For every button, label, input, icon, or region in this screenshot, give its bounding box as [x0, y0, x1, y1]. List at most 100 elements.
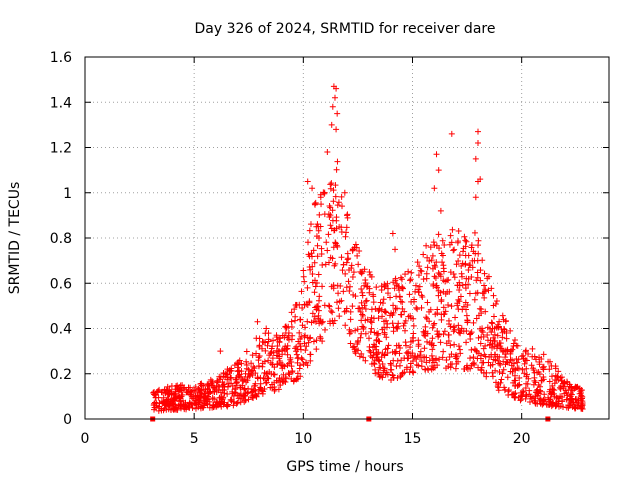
data-point	[329, 103, 336, 110]
data-point	[556, 384, 563, 391]
data-point	[548, 362, 555, 369]
data-point	[373, 330, 380, 337]
data-point	[473, 347, 480, 354]
data-point	[318, 250, 325, 257]
data-point	[417, 354, 424, 361]
data-point	[462, 252, 469, 259]
data-point	[306, 227, 313, 234]
data-point	[455, 296, 462, 303]
data-point	[276, 357, 283, 364]
data-point	[324, 247, 331, 254]
data-point	[178, 401, 185, 408]
data-point	[418, 268, 425, 275]
data-point	[357, 334, 364, 341]
data-point	[224, 390, 231, 397]
data-point	[179, 382, 186, 389]
data-point	[577, 388, 584, 395]
data-point	[482, 308, 489, 315]
data-point	[428, 352, 435, 359]
data-point	[319, 338, 326, 345]
data-point	[499, 312, 506, 319]
data-point	[512, 367, 519, 374]
data-point	[480, 345, 487, 352]
data-point	[326, 303, 333, 310]
data-point	[303, 343, 310, 350]
data-point	[475, 128, 481, 135]
data-point	[553, 394, 560, 401]
data-point	[315, 297, 322, 304]
data-point	[418, 363, 425, 370]
data-point	[168, 382, 175, 389]
data-point	[347, 308, 354, 315]
data-point	[567, 383, 574, 390]
data-point	[405, 350, 412, 357]
data-point	[193, 402, 200, 409]
data-point	[548, 373, 555, 380]
data-point	[187, 384, 194, 391]
data-point	[375, 315, 382, 322]
data-point	[362, 306, 369, 313]
data-point	[249, 394, 256, 401]
data-point	[246, 373, 253, 380]
data-point	[411, 298, 418, 305]
data-point	[314, 242, 321, 249]
data-point	[301, 278, 308, 285]
data-point	[358, 350, 365, 357]
data-point	[273, 332, 280, 339]
data-point	[463, 238, 470, 245]
data-point	[447, 323, 454, 330]
data-point	[575, 397, 582, 404]
data-point	[370, 293, 377, 300]
data-point	[388, 366, 395, 373]
data-point	[331, 227, 338, 234]
data-point	[475, 350, 482, 357]
data-point	[311, 289, 318, 296]
data-point	[440, 277, 447, 284]
data-point	[168, 406, 175, 413]
data-point	[339, 267, 346, 274]
data-point	[472, 155, 479, 162]
data-point	[254, 374, 261, 381]
data-point	[284, 345, 291, 352]
data-point	[172, 388, 179, 395]
data-point	[288, 363, 295, 370]
data-point	[342, 322, 349, 329]
data-point	[354, 339, 361, 346]
data-point	[455, 343, 462, 350]
data-point	[293, 348, 300, 355]
data-point	[257, 385, 264, 392]
y-tick-label: 0.8	[50, 231, 72, 247]
data-point	[309, 310, 316, 317]
data-point	[328, 180, 335, 187]
data-point	[300, 273, 307, 280]
x-tick-label: 10	[294, 431, 312, 447]
data-point	[522, 348, 529, 355]
data-point	[541, 391, 548, 398]
data-point	[343, 307, 350, 314]
data-point	[439, 259, 446, 266]
data-point	[440, 331, 447, 338]
data-point	[239, 395, 246, 402]
data-point	[261, 358, 268, 365]
data-point	[458, 325, 465, 332]
data-point	[515, 382, 522, 389]
data-point	[499, 370, 506, 377]
data-point	[446, 353, 453, 360]
data-point	[345, 255, 352, 262]
data-point	[219, 379, 226, 386]
data-point	[429, 265, 436, 272]
data-point	[151, 400, 158, 407]
data-point	[540, 363, 547, 370]
data-point	[446, 288, 453, 295]
data-point	[309, 271, 316, 278]
data-point	[394, 375, 401, 382]
data-point	[408, 269, 415, 276]
data-point	[415, 343, 422, 350]
data-point	[253, 350, 260, 357]
data-point	[162, 400, 169, 407]
data-point	[317, 194, 324, 201]
data-point	[485, 273, 492, 280]
data-point	[429, 346, 436, 353]
data-point	[151, 404, 158, 411]
data-point	[367, 328, 374, 335]
